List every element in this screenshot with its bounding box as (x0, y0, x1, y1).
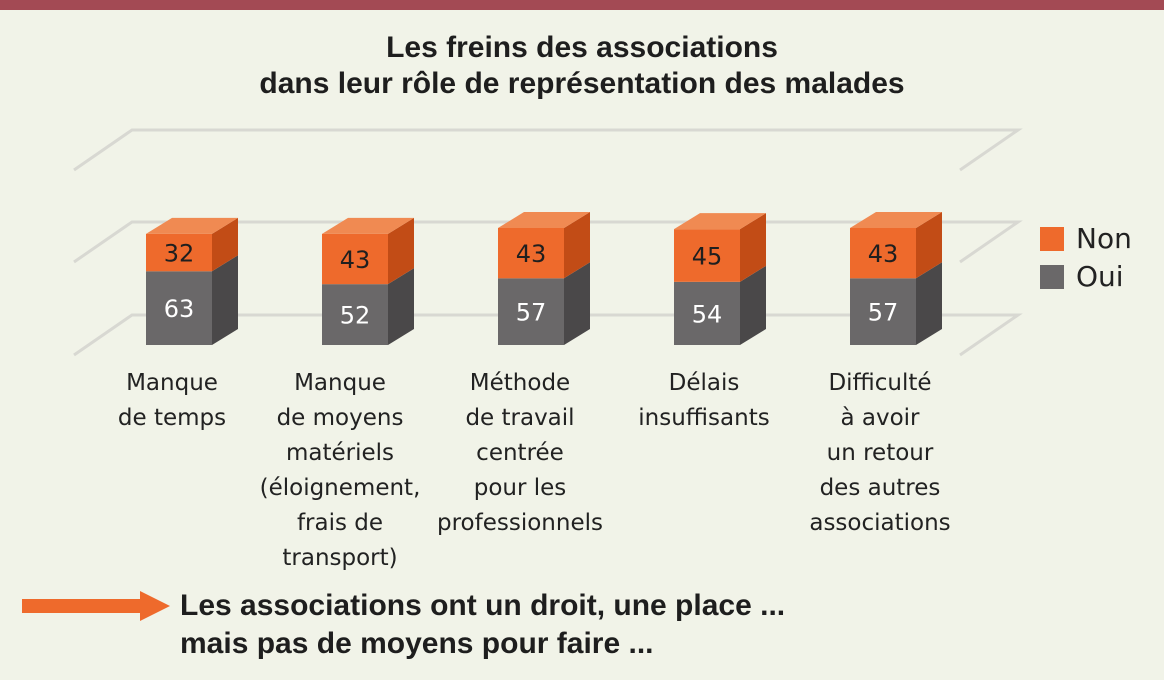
conclusion-line2: mais pas de moyens pour faire ... (180, 627, 654, 660)
data-label-non: 43 (868, 240, 899, 268)
chart-title-line2: dans leur rôle de représentation des mal… (259, 67, 905, 100)
legend-item-oui: Oui (1040, 260, 1124, 293)
category-label: Méthode de travail centrée pour les prof… (437, 370, 603, 536)
bar-oui (850, 278, 916, 345)
bar-oui (322, 284, 388, 345)
legend-swatch-oui (1040, 264, 1064, 289)
bar-oui (146, 271, 212, 345)
chart-title-line1: Les freins des associations (386, 31, 778, 64)
bar-non-top (146, 217, 238, 234)
bar-oui (498, 278, 564, 345)
bar-non-side (212, 217, 238, 272)
category-label: Délais insuffisants (638, 370, 770, 431)
data-label-oui: 57 (516, 299, 547, 327)
bar-non-side (740, 213, 766, 282)
bar-non-side (564, 212, 590, 279)
legend-label-non: Non (1076, 222, 1132, 255)
bar-non-top (850, 212, 942, 228)
gridline-top (73, 128, 1023, 172)
conclusion-line1: Les associations ont un droit, une place… (180, 589, 786, 622)
bar-non (322, 233, 388, 285)
data-label-oui: 57 (868, 299, 899, 327)
bar-oui-side (916, 262, 942, 345)
top-band (0, 0, 1164, 10)
bar-non (850, 228, 916, 279)
bar-non (674, 229, 740, 282)
bar-non-side (388, 217, 414, 285)
bar-non (146, 233, 212, 272)
category-label: Difficulté à avoir un retour des autres … (809, 370, 951, 536)
category-label: Manque de temps (117, 370, 227, 431)
category-label: Manque de moyens matériels (éloignement,… (259, 370, 421, 571)
data-label-non: 43 (516, 240, 547, 268)
bar-oui-side (740, 265, 766, 345)
data-label-non: 43 (340, 246, 371, 274)
bar-oui-side (388, 268, 414, 345)
legend-swatch-non (1040, 226, 1064, 251)
bar-non-top (498, 212, 590, 228)
legend-label-oui: Oui (1076, 260, 1124, 293)
data-label-non: 45 (692, 242, 723, 270)
bar-non (498, 228, 564, 279)
bar-non-side (916, 212, 942, 279)
bar-non-top (674, 213, 766, 230)
bar-non-top (322, 217, 414, 234)
bar-oui (674, 281, 740, 345)
bar-oui-side (212, 255, 238, 345)
bar-oui-side (564, 262, 590, 345)
data-label-oui: 54 (692, 300, 723, 328)
data-label-oui: 52 (340, 302, 371, 330)
data-label-non: 32 (164, 240, 195, 268)
arrow-icon (22, 591, 170, 621)
legend-item-non: Non (1040, 222, 1132, 255)
data-label-oui: 63 (164, 295, 195, 323)
